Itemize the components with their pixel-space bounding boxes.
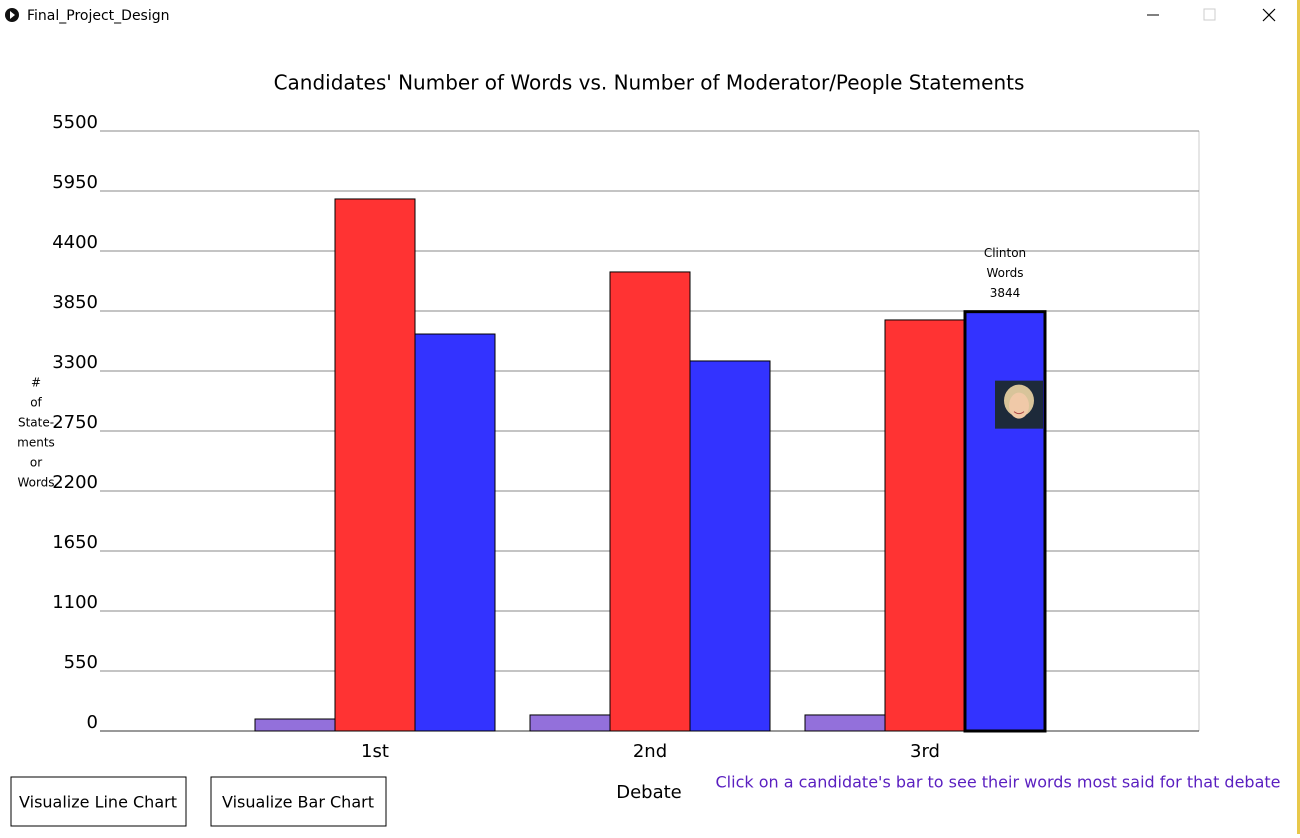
bar [609, 271, 691, 732]
y-tick-label: 0 [87, 712, 98, 733]
y-axis-label: # [31, 376, 41, 390]
y-axis-label: ments [17, 436, 55, 450]
candidate-photo-face [1009, 392, 1029, 419]
button[interactable] [10, 776, 187, 827]
y-tick-label: 4400 [52, 232, 98, 253]
y-tick-label: 1100 [52, 592, 98, 613]
annotation-value: 3844 [990, 286, 1021, 300]
hint-text: Click on a candidate's bar to see their … [716, 773, 1281, 792]
y-tick-label: 1650 [52, 532, 98, 553]
annotation-text: Words [986, 266, 1023, 280]
x-axis-label: Debate [616, 782, 682, 803]
y-tick-label: 5950 [52, 172, 98, 193]
y-axis-label: of [30, 396, 42, 410]
maximize-button[interactable] [1203, 8, 1216, 21]
annotation-text: Clinton [984, 246, 1026, 260]
x-tick-label: 1st [361, 741, 389, 762]
y-tick-label: 2750 [52, 412, 98, 433]
bar [689, 360, 771, 732]
chart-title: Candidates' Number of Words vs. Number o… [274, 71, 1025, 95]
button[interactable] [210, 776, 387, 827]
close-button[interactable] [1262, 8, 1276, 22]
bar [254, 718, 336, 732]
y-tick-label: 2200 [52, 472, 98, 493]
bar [414, 333, 496, 732]
y-axis-label: Words [17, 476, 54, 490]
x-tick-label: 2nd [633, 741, 667, 762]
bar [804, 714, 886, 732]
y-tick-label: 5500 [52, 112, 98, 133]
app-icon-play [10, 11, 15, 19]
candidate-photo-smile [1013, 411, 1025, 415]
window-title: Final_Project_Design [27, 8, 170, 24]
x-tick-label: 3rd [910, 741, 940, 762]
y-tick-label: 550 [64, 652, 98, 673]
bar [963, 310, 1047, 733]
window-edge [1297, 0, 1300, 834]
button-label[interactable]: Visualize Line Chart [19, 793, 177, 812]
y-axis-label: or [30, 456, 42, 470]
y-tick-label: 3300 [52, 352, 98, 373]
bar [884, 319, 966, 732]
button-label[interactable]: Visualize Bar Chart [222, 793, 374, 812]
y-axis-label: State- [18, 416, 54, 430]
y-tick-label: 3850 [52, 292, 98, 313]
bar [334, 198, 416, 732]
bar [529, 714, 611, 732]
